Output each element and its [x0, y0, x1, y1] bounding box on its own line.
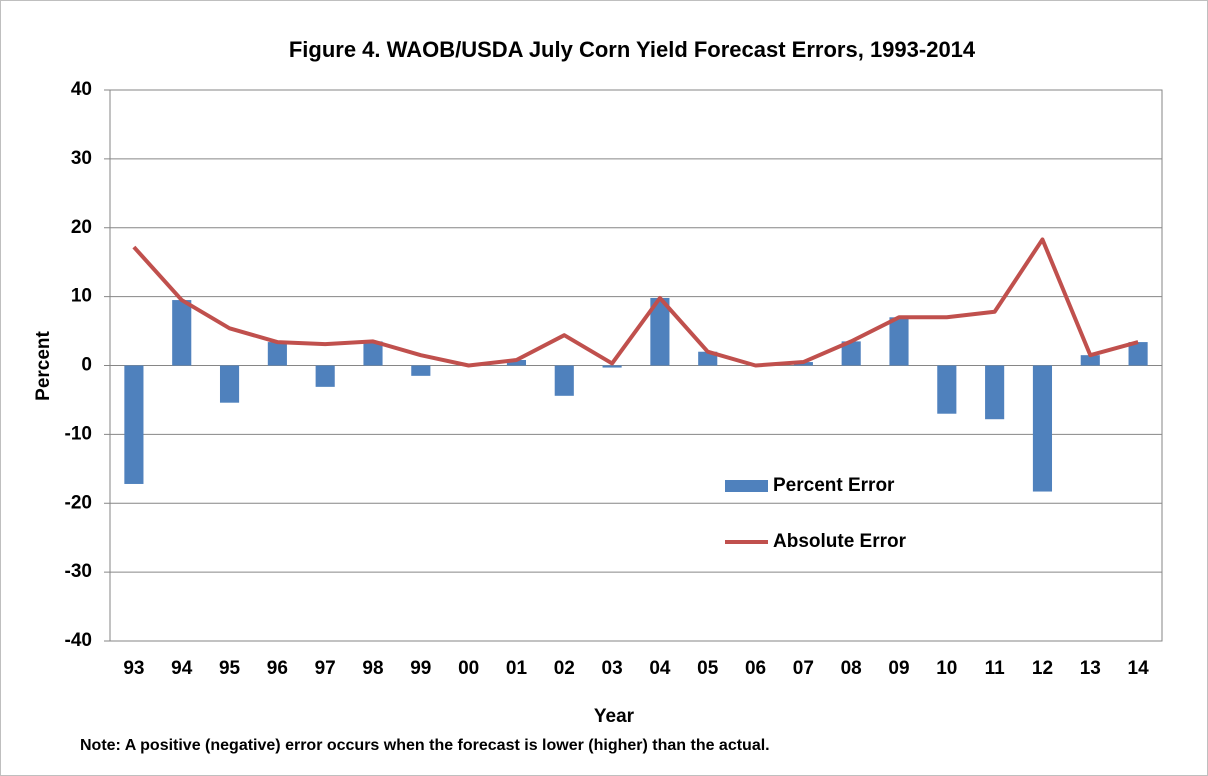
x-tick-label: 10 — [936, 658, 957, 679]
bar — [1032, 365, 1053, 492]
bar — [1128, 342, 1148, 366]
x-tick-label: 06 — [745, 658, 766, 679]
bar — [554, 365, 574, 396]
bar — [506, 359, 527, 366]
x-tick-label: 04 — [649, 658, 671, 679]
x-tick-label: 05 — [697, 658, 719, 679]
x-tick-label: 11 — [985, 658, 1006, 679]
x-tick-label: 94 — [171, 658, 193, 679]
bar — [937, 365, 957, 414]
y-axis-label: Percent — [33, 330, 54, 400]
x-tick-label: 09 — [888, 658, 909, 679]
y-tick-label: 0 — [81, 355, 92, 376]
x-tick-label: 03 — [602, 658, 623, 679]
bar — [889, 317, 909, 366]
legend-label: Percent Error — [773, 475, 895, 496]
x-tick-label: 02 — [554, 658, 575, 679]
x-tick-label: 13 — [1080, 658, 1101, 679]
line — [132, 237, 1139, 368]
y-tick-label: 10 — [71, 286, 92, 307]
y-tick-label: -10 — [65, 423, 92, 444]
bar — [1080, 355, 1100, 366]
x-tick-label: 00 — [458, 658, 479, 679]
x-tick-label: 08 — [841, 658, 862, 679]
bar — [650, 298, 670, 366]
x-tick-label: 95 — [219, 658, 241, 679]
chart-title: Figure 4. WAOB/USDA July Corn Yield Fore… — [289, 37, 976, 62]
legend-label: Absolute Error — [773, 531, 907, 552]
x-axis-label: Year — [594, 706, 635, 727]
x-tick-label: 14 — [1128, 658, 1150, 679]
bar — [315, 365, 335, 387]
x-tick-label: 96 — [267, 658, 288, 679]
x-tick-label: 07 — [793, 658, 814, 679]
bar — [602, 365, 622, 368]
bar — [219, 365, 240, 403]
bar — [124, 365, 144, 484]
bar — [985, 365, 1005, 420]
y-tick-label: 30 — [71, 148, 92, 169]
bar — [363, 341, 383, 366]
y-tick-label: 40 — [71, 79, 92, 100]
x-tick-label: 99 — [410, 658, 431, 679]
bar — [267, 342, 287, 366]
bar — [172, 300, 192, 366]
bar — [841, 341, 861, 366]
y-tick-label: -30 — [65, 561, 92, 582]
x-tick-label: 93 — [123, 658, 144, 679]
y-tick-label: -40 — [65, 630, 92, 651]
x-tick-label: 98 — [362, 658, 383, 679]
y-tick-label: -20 — [65, 492, 92, 513]
bar — [411, 365, 431, 376]
legend-swatch — [725, 480, 768, 492]
x-tick-label: 97 — [315, 658, 336, 679]
y-tick-label: 20 — [71, 217, 92, 238]
x-tick-label: 01 — [506, 658, 528, 679]
x-tick-label: 12 — [1032, 658, 1053, 679]
note: Note: A positive (negative) error occurs… — [80, 737, 770, 754]
